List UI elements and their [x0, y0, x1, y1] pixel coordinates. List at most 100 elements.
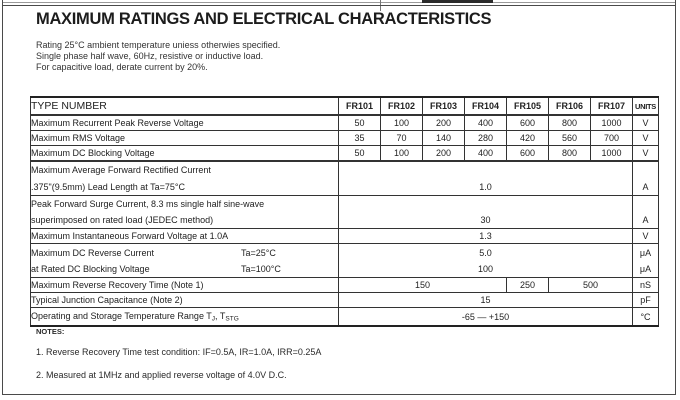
cell-value: 600: [506, 114, 549, 131]
cell-value: 1.0: [338, 178, 633, 196]
row-forward-voltage: Maximum Instantaneous Forward Voltage at…: [30, 228, 659, 244]
cell-value: 800: [548, 145, 591, 162]
page-title: MAXIMUM RATINGS AND ELECTRICAL CHARACTER…: [36, 10, 492, 28]
cell-value: 1000: [590, 145, 633, 162]
row-label: Operating and Storage Temperature Range …: [30, 307, 339, 327]
unit-cell: [632, 195, 659, 211]
row-label-text: Operating and Storage Temperature Range …: [31, 310, 212, 321]
note-1: 1. Reverse Recovery Time test condition:…: [36, 347, 322, 357]
cell-value: 30: [338, 211, 633, 229]
col-header-fr102: FR102: [380, 96, 423, 116]
row-label: Maximum DC Reverse Current Ta=25°C: [30, 243, 339, 261]
cell-value-fr105: 250: [506, 277, 549, 293]
cell-value: 420: [506, 130, 549, 146]
col-header-fr105: FR105: [506, 96, 549, 116]
row-label: Maximum Recurrent Peak Reverse Voltage: [30, 114, 339, 131]
col-header-fr101: FR101: [338, 96, 381, 116]
crop-artifact-left: [2, 0, 3, 6]
cell-value: 400: [464, 114, 507, 131]
crop-artifact-bar: [422, 0, 493, 3]
note-2: 2. Measured at 1MHz and applied reverse …: [36, 370, 287, 380]
row-label: superimposed on rated load (JEDEC method…: [30, 211, 339, 229]
cell-value: 5.0: [338, 243, 633, 261]
row-label: Maximum Reverse Recovery Time (Note 1): [30, 277, 339, 293]
unit-cell: A: [632, 211, 659, 229]
cell-value: 400: [464, 145, 507, 162]
cell-value: 50: [338, 114, 381, 131]
cell-value: 100: [338, 261, 633, 278]
unit-cell: V: [632, 114, 659, 131]
row-label-text: , T: [215, 310, 226, 321]
page-top-rule: [2, 2, 675, 3]
table-header-row: TYPE NUMBER FR101 FR102 FR103 FR104 FR10…: [30, 96, 659, 116]
cell-value: 50: [338, 145, 381, 162]
unit-cell: V: [632, 228, 659, 244]
row-surge-current-line2: superimposed on rated load (JEDEC method…: [30, 211, 659, 229]
row-avg-forward-current-line2: .375"(9.5mm) Lead Length at Ta=75°C 1.0 …: [30, 178, 659, 196]
unit-cell: nS: [632, 277, 659, 293]
row-label: at Rated DC Blocking Voltage Ta=100°C: [30, 261, 339, 278]
unit-cell: V: [632, 130, 659, 146]
subtitle-line-3: For capacitive load, derate current by 2…: [36, 62, 208, 72]
cell-value: 700: [590, 130, 633, 146]
cell-value: 280: [464, 130, 507, 146]
row-recurrent-peak-reverse-voltage: Maximum Recurrent Peak Reverse Voltage 5…: [30, 114, 659, 131]
cell-value: 140: [422, 130, 465, 146]
crop-artifact-right: [675, 0, 676, 6]
row-junction-capacitance: Typical Junction Capacitance (Note 2) 15…: [30, 292, 659, 308]
row-label: Maximum RMS Voltage: [30, 130, 339, 146]
unit-cell: pF: [632, 292, 659, 308]
row-avg-forward-current-line1: Maximum Average Forward Rectified Curren…: [30, 160, 659, 178]
unit-cell: V: [632, 145, 659, 162]
unit-cell: [632, 160, 659, 178]
subtitle-line-2: Single phase half wave, 60Hz, resistive …: [36, 51, 264, 61]
row-reverse-recovery-time: Maximum Reverse Recovery Time (Note 1) 1…: [30, 277, 659, 293]
unit-cell: μA: [632, 261, 659, 278]
row-dc-reverse-current-line1: Maximum DC Reverse Current Ta=25°C 5.0 μ…: [30, 243, 659, 261]
rating-conditions: Rating 25°C ambient temperature uniess o…: [36, 40, 280, 73]
cell-value: 15: [338, 292, 633, 308]
row-label: Maximum DC Blocking Voltage: [30, 145, 339, 162]
units-header: UNITS: [632, 96, 659, 116]
row-label: Maximum Instantaneous Forward Voltage at…: [30, 228, 339, 244]
row-label: Maximum Average Forward Rectified Curren…: [30, 160, 339, 178]
cell-value: 800: [548, 114, 591, 131]
condition-label: Ta=25°C: [241, 247, 276, 258]
col-header-fr103: FR103: [422, 96, 465, 116]
row-label: Peak Forward Surge Current, 8.3 ms singl…: [30, 195, 339, 211]
row-temperature-range: Operating and Storage Temperature Range …: [30, 307, 659, 327]
cell-value: 35: [338, 130, 381, 146]
col-header-fr104: FR104: [464, 96, 507, 116]
cell-value: [338, 195, 633, 211]
col-header-fr107: FR107: [590, 96, 633, 116]
row-label-text: Maximum DC Reverse Current: [31, 247, 155, 258]
col-header-fr106: FR106: [548, 96, 591, 116]
cell-value: 100: [380, 114, 423, 131]
cell-value: 100: [380, 145, 423, 162]
row-rms-voltage: Maximum RMS Voltage 35 70 140 280 420 56…: [30, 130, 659, 146]
subscript-stg: STG: [225, 315, 239, 323]
cell-value-fr101-fr104: 150: [338, 277, 507, 293]
page-border: [2, 5, 676, 395]
subtitle-line-1: Rating 25°C ambient temperature uniess o…: [36, 40, 281, 50]
cell-value: 1.3: [338, 228, 633, 244]
cell-value: 600: [506, 145, 549, 162]
row-surge-current-line1: Peak Forward Surge Current, 8.3 ms singl…: [30, 195, 659, 211]
notes-heading: NOTES:: [36, 327, 65, 336]
subscript-j: J: [211, 315, 216, 323]
cell-value-fr106-fr107: 500: [548, 277, 633, 293]
notes-section: NOTES: 1. Reverse Recovery Time test con…: [36, 327, 321, 380]
row-dc-reverse-current-line2: at Rated DC Blocking Voltage Ta=100°C 10…: [30, 261, 659, 278]
cell-value: 1000: [590, 114, 633, 131]
row-label-text: at Rated DC Blocking Voltage: [31, 264, 150, 274]
row-label: Typical Junction Capacitance (Note 2): [30, 292, 339, 308]
ratings-table: TYPE NUMBER FR101 FR102 FR103 FR104 FR10…: [30, 96, 659, 327]
cell-value: 70: [380, 130, 423, 146]
row-dc-blocking-voltage: Maximum DC Blocking Voltage 50 100 200 4…: [30, 145, 659, 162]
cell-value: 560: [548, 130, 591, 146]
cell-value: -65 — +150: [338, 307, 633, 327]
unit-cell: °C: [632, 307, 659, 327]
condition-label: Ta=100°C: [241, 264, 281, 274]
row-label: .375"(9.5mm) Lead Length at Ta=75°C: [30, 178, 339, 196]
